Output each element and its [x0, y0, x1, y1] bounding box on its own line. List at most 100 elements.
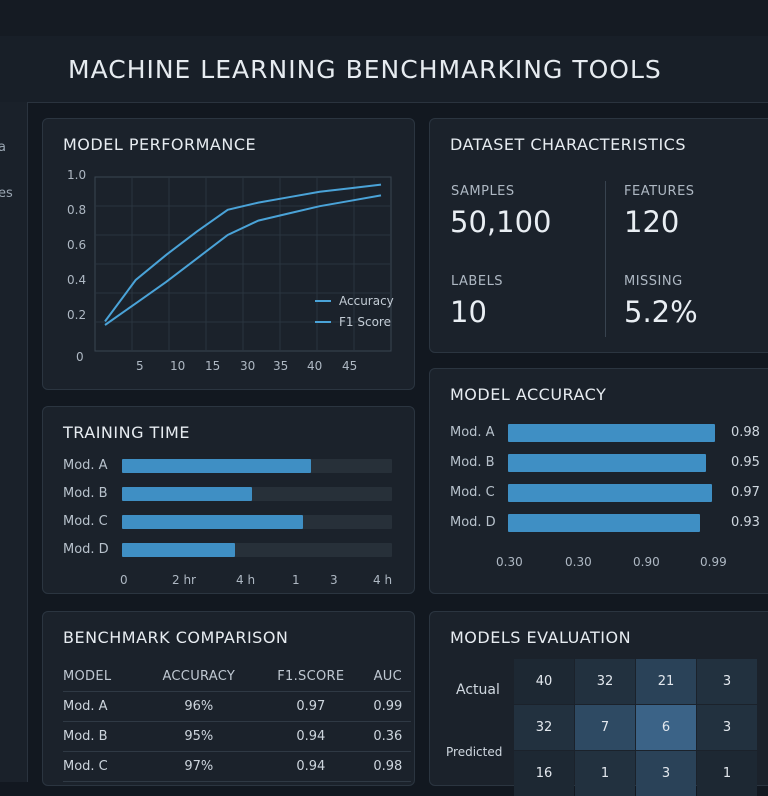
heatmap-cell: 1	[697, 751, 757, 796]
x-tick-label: 0.30	[496, 555, 523, 569]
bar-track	[122, 515, 392, 529]
panel-title: BENCHMARK COMPARISON	[63, 628, 289, 647]
series-line-f1-score	[104, 194, 382, 326]
dataset-characteristics-panel: DATASET CHARACTERISTICS SAMPLES 50,100 F…	[429, 118, 768, 353]
x-tick-label: 15	[205, 359, 220, 373]
cell-auc: 0.36	[364, 721, 411, 752]
stat-label-samples: SAMPLES	[451, 184, 515, 199]
heatmap-cell: 3	[697, 659, 757, 704]
panel-title: MODEL PERFORMANCE	[63, 135, 257, 154]
heatmap-cell: 32	[575, 659, 635, 704]
bar-label: Mod. A	[450, 425, 495, 440]
left-sidebar-edge[interactable]: a es	[0, 102, 28, 782]
y-tick-label: 0	[76, 350, 84, 364]
legend-label: Accuracy	[339, 294, 394, 308]
bar-track	[122, 459, 392, 473]
data-label: 0.98	[731, 425, 760, 440]
cell-model: Mod. B	[63, 721, 141, 752]
stat-value-features: 120	[624, 205, 680, 239]
sidebar-item-fragment[interactable]: a	[0, 140, 6, 155]
heatmap-cell: 40	[514, 659, 574, 704]
axis-label-predicted: Predicted	[446, 745, 503, 759]
column-header-auc[interactable]: AUC	[364, 662, 411, 692]
x-tick-label: 45	[342, 359, 357, 373]
y-tick-label: 0.2	[67, 308, 86, 322]
heatmap-cell: 3	[636, 751, 696, 796]
column-header-f1-score[interactable]: F1.SCORE	[257, 662, 365, 692]
heatmap-cell: 1	[575, 751, 635, 796]
stat-value-missing: 5.2%	[624, 295, 698, 329]
x-tick-label: 0.30	[565, 555, 592, 569]
benchmark-comparison-panel: BENCHMARK COMPARISON MODEL ACCURACY F1.S…	[42, 611, 415, 786]
bar-label: Mod. B	[450, 455, 495, 470]
bar-label: Mod. B	[63, 486, 108, 501]
training-time-bar	[122, 543, 236, 557]
data-label: 0.97	[731, 485, 760, 500]
heatmap-cell: 21	[636, 659, 696, 704]
cell-f1-score: 0.94	[257, 751, 365, 782]
cell-f1-score: 0.97	[257, 691, 365, 722]
panel-title: TRAINING TIME	[63, 423, 190, 442]
top-bar	[0, 0, 768, 37]
page-title: MACHINE LEARNING BENCHMARKING TOOLS	[68, 54, 662, 84]
cell-accuracy: 96%	[140, 691, 258, 722]
stat-label-missing: MISSING	[624, 274, 683, 289]
panel-title: DATASET CHARACTERISTICS	[450, 135, 686, 154]
bar-label: Mod. C	[63, 514, 108, 529]
training-time-bar	[122, 459, 311, 473]
table-row[interactable]: Mod. B 95% 0.94 0.36	[63, 721, 411, 752]
y-tick-label: 0.8	[67, 203, 86, 217]
heatmap-cell: 7	[575, 705, 635, 750]
bar-label: Mod. C	[450, 485, 495, 500]
divider	[605, 181, 606, 337]
model-accuracy-panel: MODEL ACCURACY Mod. A 0.98 Mod. B 0.95 Mod. …	[429, 368, 768, 594]
benchmark-table: MODEL ACCURACY F1.SCORE AUC Mod. A 96% 0…	[63, 662, 411, 782]
x-tick-label: 2 hr	[172, 573, 196, 587]
bar-track	[122, 487, 392, 501]
heatmap-cell: 16	[514, 751, 574, 796]
training-time-bar	[122, 487, 252, 501]
x-tick-label: 0	[120, 573, 128, 587]
performance-line-chart: 1.0 0.8 0.6 0.4 0.2 0 5 10 15 30 35 40 45 Accuracy F1 …	[67, 168, 394, 373]
panel-title: MODEL ACCURACY	[450, 385, 607, 404]
models-evaluation-panel: MODELS EVALUATION Actual Predicted 40 32 2…	[429, 611, 768, 796]
training-time-panel: TRAINING TIME Mod. A Mod. B Mod. C Mod. D 0…	[42, 406, 415, 594]
accuracy-bar	[508, 514, 700, 532]
panel-title: MODELS EVALUATION	[450, 628, 632, 647]
series-line-accuracy	[104, 183, 382, 322]
title-banner: MACHINE LEARNING BENCHMARKING TOOLS	[0, 36, 768, 103]
table-header-row: MODEL ACCURACY F1.SCORE AUC	[63, 662, 411, 692]
y-tick-label: 0.6	[67, 238, 86, 252]
x-tick-label: 3	[330, 573, 338, 587]
y-tick-label: 0.4	[67, 273, 86, 287]
x-tick-label: 4 h	[236, 573, 256, 587]
x-tick-label: 1	[292, 573, 300, 587]
heatmap-cell: 6	[636, 705, 696, 750]
stat-value-labels: 10	[450, 295, 487, 329]
cell-accuracy: 97%	[140, 751, 258, 782]
cell-model: Mod. A	[63, 691, 141, 722]
sidebar-item-fragment[interactable]: es	[0, 186, 13, 201]
bar-label: Mod. A	[63, 458, 108, 473]
cell-f1-score: 0.94	[257, 721, 365, 752]
column-header-model[interactable]: MODEL	[63, 662, 141, 692]
accuracy-bar	[508, 484, 712, 502]
cell-accuracy: 95%	[140, 721, 258, 752]
axis-label-actual: Actual	[456, 682, 500, 698]
x-tick-label: 10	[170, 359, 185, 373]
cell-auc: 0.99	[364, 691, 411, 722]
cell-model: Mod. C	[63, 751, 141, 782]
legend-label: F1 Score	[339, 315, 391, 329]
x-tick-label: 5	[136, 359, 144, 373]
stat-label-labels: LABELS	[451, 274, 504, 289]
model-performance-panel: MODEL PERFORMANCE 1.0 0.8 0.6 0.4 0.2 0 5 10 15 3…	[42, 118, 415, 390]
table-row[interactable]: Mod. A 96% 0.97 0.99	[63, 691, 411, 722]
x-tick-label: 4 h	[373, 573, 393, 587]
x-tick-label: 0.99	[700, 555, 727, 569]
bar-label: Mod. D	[450, 515, 496, 530]
column-header-accuracy[interactable]: ACCURACY	[140, 662, 258, 692]
bar-track	[122, 543, 392, 557]
table-row[interactable]: Mod. C 97% 0.94 0.98	[63, 751, 411, 782]
bar-label: Mod. D	[63, 542, 109, 557]
x-tick-label: 35	[273, 359, 288, 373]
